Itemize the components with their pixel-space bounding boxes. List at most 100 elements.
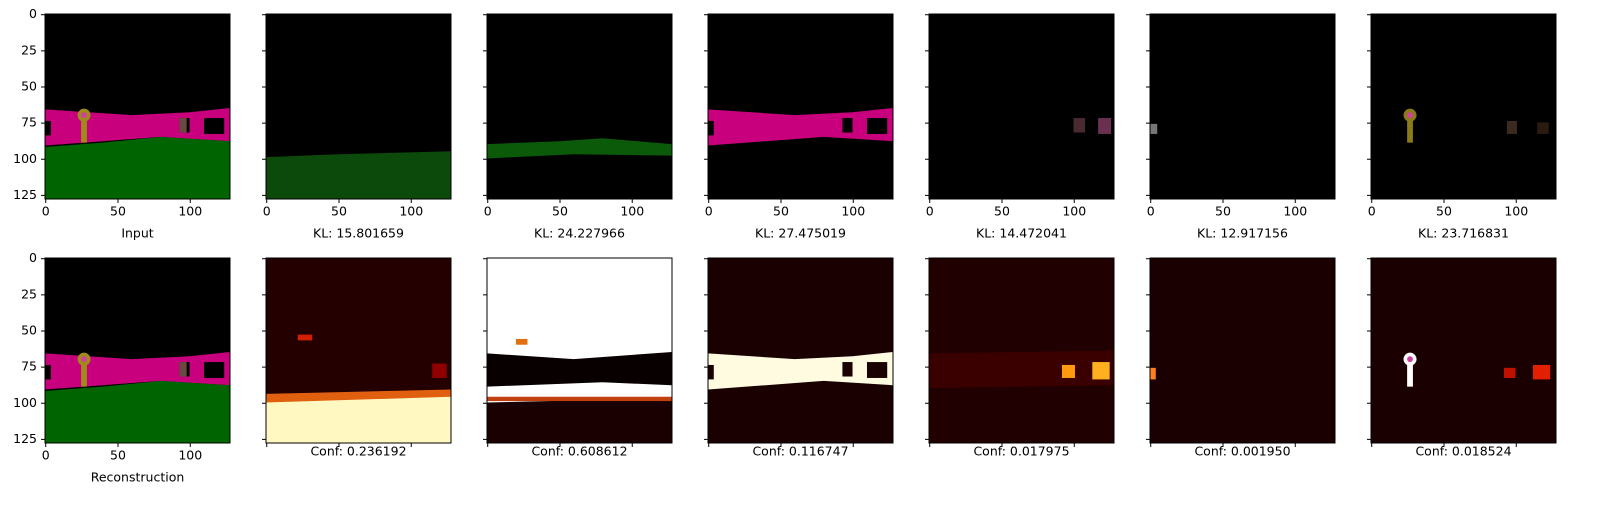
image-region bbox=[1073, 118, 1086, 133]
x-tick-label: 0 bbox=[42, 204, 50, 219]
image-background bbox=[1371, 14, 1556, 199]
image-region bbox=[708, 351, 893, 390]
image-region bbox=[432, 363, 447, 378]
x-tick-label: 0 bbox=[484, 204, 492, 219]
image-region bbox=[487, 396, 672, 402]
panel: Conf: 0.608612 bbox=[483, 257, 673, 459]
image-region bbox=[203, 362, 225, 378]
image-region bbox=[487, 398, 672, 443]
axes-frame bbox=[44, 257, 231, 444]
image-region bbox=[708, 107, 893, 146]
image bbox=[1150, 123, 1158, 134]
x-tick-label: 100 bbox=[841, 204, 865, 219]
image-region bbox=[842, 362, 853, 377]
panel-label: KL: 15.801659 bbox=[313, 226, 404, 241]
x-tick-label: 100 bbox=[178, 204, 202, 219]
image-region bbox=[1503, 367, 1516, 378]
image-region bbox=[203, 118, 225, 134]
image bbox=[1150, 258, 1335, 443]
image-region bbox=[1092, 362, 1110, 380]
image-region bbox=[1532, 364, 1551, 380]
panel-label: Conf: 0.236192 bbox=[310, 444, 406, 459]
image bbox=[708, 107, 893, 146]
panel-label: KL: 24.227966 bbox=[534, 226, 625, 241]
panel: 0 50 100 KL: 27.475019 bbox=[704, 13, 894, 241]
x-tick-label: 100 bbox=[620, 204, 644, 219]
image-background bbox=[487, 14, 672, 199]
image-region bbox=[266, 390, 451, 443]
panel-label: Conf: 0.001950 bbox=[1194, 444, 1290, 459]
image-region bbox=[842, 118, 853, 133]
panel: 0 25 50 75 100 125 0 50 100 Reconstruction bbox=[13, 250, 231, 485]
image-region bbox=[1150, 123, 1158, 134]
x-tick-label: 100 bbox=[1283, 204, 1307, 219]
x-tick-label: 50 bbox=[1215, 204, 1231, 219]
axes-frame bbox=[44, 13, 231, 200]
image-region bbox=[1407, 118, 1413, 143]
axes-frame bbox=[265, 257, 452, 444]
image-region bbox=[45, 380, 230, 443]
y-tick-label: 125 bbox=[13, 187, 37, 202]
x-tick-label: 100 bbox=[1504, 204, 1528, 219]
y-tick-label: 75 bbox=[21, 359, 37, 374]
panel: 0 25 50 75 100 125 0 50 100 Input bbox=[13, 6, 231, 241]
image bbox=[45, 351, 230, 443]
image-region bbox=[866, 118, 888, 134]
axes-frame bbox=[486, 13, 673, 200]
panel-label: KL: 27.475019 bbox=[755, 226, 846, 241]
image-region bbox=[45, 136, 230, 199]
image-region bbox=[1098, 118, 1112, 134]
y-tick-label: 25 bbox=[21, 42, 37, 57]
y-tick-label: 75 bbox=[21, 115, 37, 130]
x-tick-label: 0 bbox=[1147, 204, 1155, 219]
panel: 0 50 100 KL: 14.472041 bbox=[925, 13, 1115, 241]
image-region bbox=[929, 350, 1114, 389]
x-tick-label: 0 bbox=[705, 204, 713, 219]
image-region bbox=[1150, 258, 1335, 443]
image-region bbox=[45, 364, 51, 380]
panel-label: KL: 12.917156 bbox=[1197, 226, 1288, 241]
image-region bbox=[1537, 122, 1549, 134]
x-tick-label: 50 bbox=[773, 204, 789, 219]
image-region bbox=[487, 351, 672, 387]
panel: Conf: 0.017975 bbox=[925, 257, 1115, 459]
image bbox=[929, 258, 1114, 443]
image-region bbox=[266, 389, 451, 403]
image bbox=[708, 258, 893, 443]
panel-label: Conf: 0.017975 bbox=[973, 444, 1069, 459]
panel: Conf: 0.001950 bbox=[1146, 257, 1336, 459]
x-tick-label: 0 bbox=[263, 204, 271, 219]
image bbox=[1403, 108, 1549, 143]
image-background bbox=[708, 14, 893, 199]
image-region bbox=[1407, 112, 1413, 119]
panel: 0 50 100 KL: 23.716831 bbox=[1367, 13, 1557, 241]
image bbox=[1371, 258, 1556, 443]
axes-frame bbox=[707, 257, 894, 444]
image-region bbox=[81, 362, 87, 387]
y-tick-label: 0 bbox=[29, 6, 37, 21]
image-region bbox=[266, 151, 451, 199]
axes-frame bbox=[1149, 13, 1336, 200]
image-region bbox=[1061, 364, 1075, 378]
panel: 0 50 100 KL: 15.801659 bbox=[262, 13, 452, 241]
image-region bbox=[929, 258, 1114, 443]
image-region bbox=[1407, 356, 1413, 363]
axes-frame bbox=[1149, 257, 1336, 444]
image-region bbox=[487, 138, 672, 159]
axes-frame bbox=[928, 257, 1115, 444]
panel: Conf: 0.116747 bbox=[704, 257, 894, 459]
x-tick-label: 50 bbox=[331, 204, 347, 219]
image-region bbox=[179, 362, 187, 377]
panel-label: Conf: 0.116747 bbox=[752, 444, 848, 459]
image-region bbox=[1506, 120, 1517, 134]
panel: Conf: 0.236192 bbox=[262, 257, 452, 459]
x-tick-label: 100 bbox=[399, 204, 423, 219]
panel: 0 50 100 KL: 24.227966 bbox=[483, 13, 673, 241]
panel-label: KL: 23.716831 bbox=[1418, 226, 1509, 241]
x-tick-label: 0 bbox=[926, 204, 934, 219]
axes-frame bbox=[928, 13, 1115, 200]
panel-label: Input bbox=[121, 226, 153, 241]
image-region bbox=[866, 362, 888, 378]
x-tick-label: 50 bbox=[110, 204, 126, 219]
